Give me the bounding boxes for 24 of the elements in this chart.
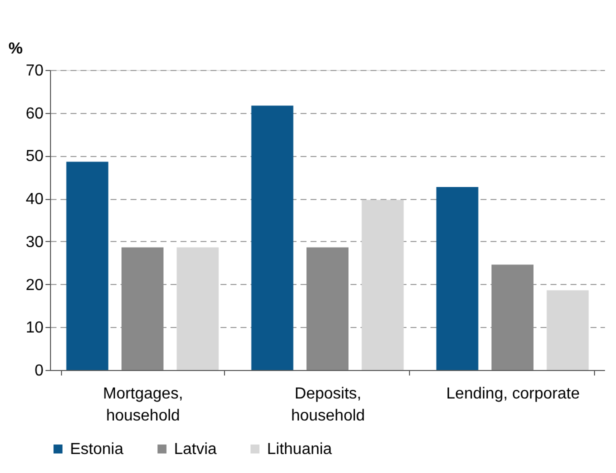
y-tick-label: 40 <box>26 191 44 208</box>
bar <box>436 187 478 370</box>
bar <box>176 247 219 370</box>
y-tick-label: 50 <box>26 148 44 166</box>
bar <box>306 247 348 370</box>
bar <box>546 290 589 370</box>
y-tick-label: 70 <box>26 62 44 80</box>
legend-label: Estonia <box>70 441 124 458</box>
y-tick-label: 0 <box>34 362 44 380</box>
bar <box>362 200 404 370</box>
bar <box>251 106 294 370</box>
bar <box>122 247 164 370</box>
x-tick-label: Mortgages, household <box>102 386 184 424</box>
legend-label: Lithuania <box>267 441 332 458</box>
y-tick-label: 60 <box>26 105 44 122</box>
legend-label: Latvia <box>174 441 217 458</box>
x-tick-label: Lending, corporate <box>446 386 580 402</box>
x-tick-label: Deposits, household <box>291 386 365 424</box>
y-tick-label: 10 <box>26 320 44 337</box>
y-tick-label: 30 <box>26 234 44 251</box>
y-tick-label: 20 <box>26 276 44 294</box>
y-axis-title: % <box>8 40 23 58</box>
bar <box>66 162 108 370</box>
bar <box>492 264 534 370</box>
